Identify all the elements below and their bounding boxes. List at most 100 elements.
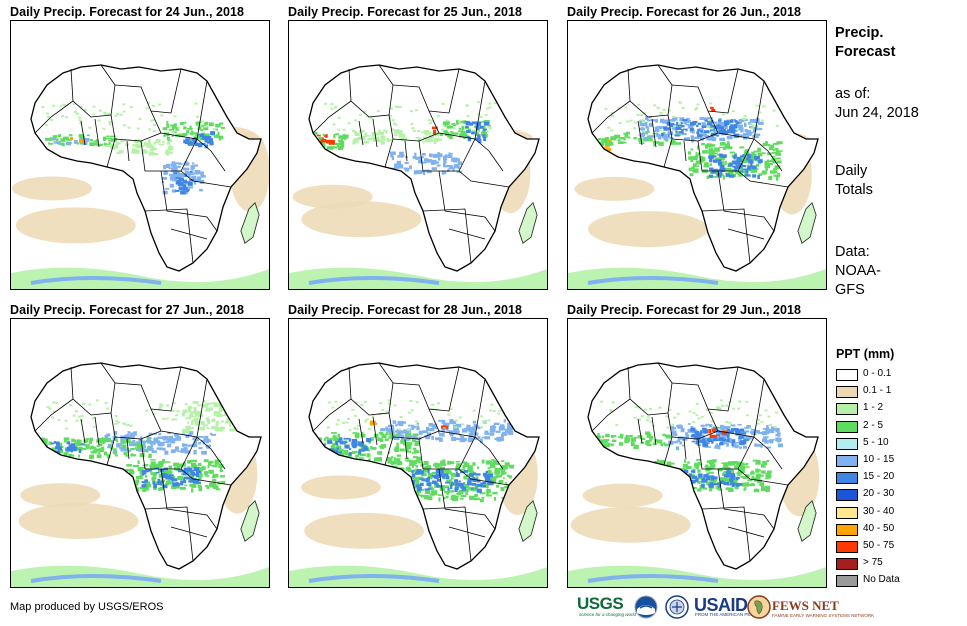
country-border	[737, 468, 789, 486]
madagascar-rain	[519, 501, 537, 541]
country-border	[110, 412, 162, 440]
country-border	[196, 138, 226, 172]
legend-swatch	[836, 472, 858, 485]
country-border	[448, 228, 486, 240]
country-border	[474, 138, 504, 172]
noaa-logo-icon	[634, 595, 658, 619]
dry-zone-patch	[570, 506, 691, 543]
coastline	[587, 64, 819, 272]
info-heading-line1: Precip.	[835, 25, 884, 41]
country-border	[707, 80, 765, 140]
southern-rain-band	[11, 267, 269, 289]
forecast-panel-day6: Daily Precip. Forecast for 29 Jun., 2018	[567, 302, 829, 590]
madagascar-rain	[798, 203, 816, 243]
info-data-source: Data: NOAA- GFS	[835, 243, 881, 300]
country-border	[384, 436, 394, 466]
southern-rain-band-core	[308, 276, 440, 285]
country-border	[667, 412, 719, 440]
legend-label: 10 - 15	[863, 453, 895, 465]
country-border	[170, 526, 208, 538]
country-border	[106, 138, 116, 168]
info-data-line1: Data:	[835, 244, 870, 260]
country-border	[438, 468, 496, 530]
dry-zone-patch	[301, 201, 422, 238]
country-border	[80, 118, 130, 162]
info-daily-line2: Totals	[835, 182, 873, 198]
coastline	[30, 64, 262, 272]
country-border	[727, 526, 765, 538]
country-border	[180, 468, 232, 486]
country-border	[418, 138, 476, 172]
info-asof: as of: Jun 24, 2018	[835, 85, 919, 123]
country-border	[637, 118, 687, 162]
country-border	[384, 138, 394, 168]
madagascar-rain	[798, 501, 816, 541]
forecast-panel-day4: Daily Precip. Forecast for 27 Jun., 2018	[10, 302, 272, 590]
legend-swatch	[836, 558, 858, 571]
info-heading-line2: Forecast	[835, 44, 896, 60]
legend-swatch	[836, 506, 858, 519]
usaid-seal-icon	[665, 595, 689, 619]
legend-label: 0.1 - 1	[863, 385, 892, 397]
country-border	[312, 100, 352, 134]
country-border	[348, 64, 394, 118]
info-heading: Precip. Forecast	[835, 24, 895, 62]
country-border	[422, 208, 472, 264]
legend-label: 20 - 30	[863, 488, 895, 500]
country-border	[312, 398, 352, 432]
panel-title: Daily Precip. Forecast for 28 Jun., 2018	[288, 303, 523, 317]
dry-zone-patch	[292, 184, 373, 209]
country-border	[110, 114, 162, 142]
africa-landmass	[31, 65, 261, 271]
country-border	[717, 170, 775, 232]
country-border	[80, 416, 130, 460]
country-border	[753, 436, 783, 470]
country-border	[160, 170, 218, 232]
madagascar-rain	[519, 203, 537, 243]
legend-swatch	[836, 369, 858, 381]
legend-label: 1 - 2	[863, 402, 884, 414]
country-border	[448, 526, 486, 538]
country-border	[591, 100, 631, 134]
legend-label: 0 - 0.1	[863, 368, 892, 379]
country-border	[140, 436, 198, 470]
precip-map[interactable]	[567, 20, 827, 290]
country-border	[663, 138, 673, 168]
precip-map[interactable]	[567, 318, 827, 588]
precip-map[interactable]	[10, 20, 270, 290]
legend-swatch	[836, 489, 858, 502]
country-border	[591, 398, 631, 432]
dry-zone-patch	[300, 475, 381, 500]
country-border	[753, 138, 783, 172]
legend-title: PPT (mm)	[836, 347, 895, 361]
precip-map[interactable]	[288, 20, 548, 290]
country-border	[458, 468, 510, 486]
southern-rain-band-core	[30, 574, 162, 583]
country-border	[697, 138, 755, 172]
legend-label: > 75	[863, 557, 883, 569]
country-border	[144, 208, 194, 264]
country-border	[428, 378, 486, 438]
country-border	[418, 436, 476, 470]
southern-rain-band	[289, 565, 547, 587]
fews-net-tagline: FAMINE EARLY WARNING SYSTEMS NETWORK	[772, 613, 875, 618]
info-daily: Daily Totals	[835, 162, 873, 200]
forecast-panel-day5: Daily Precip. Forecast for 28 Jun., 2018	[288, 302, 550, 590]
legend-swatch	[836, 420, 858, 433]
legend-swatch	[836, 523, 858, 536]
legend-label: 30 - 40	[863, 505, 895, 517]
forecast-panel-day1: Daily Precip. Forecast for 24 Jun., 2018	[10, 4, 272, 292]
coastline	[30, 362, 262, 570]
legend-swatch	[836, 575, 858, 588]
coastline	[308, 362, 540, 570]
dry-zone-patch	[582, 483, 663, 508]
info-asof-label: as of:	[835, 86, 871, 102]
precip-map[interactable]	[288, 318, 548, 588]
precip-map[interactable]	[10, 318, 270, 588]
legend-label: 5 - 10	[863, 436, 889, 448]
dry-zone-patch	[15, 207, 136, 244]
legend-label: 40 - 50	[863, 522, 895, 534]
country-border	[701, 506, 751, 562]
country-border	[707, 378, 765, 438]
country-border	[140, 138, 198, 172]
